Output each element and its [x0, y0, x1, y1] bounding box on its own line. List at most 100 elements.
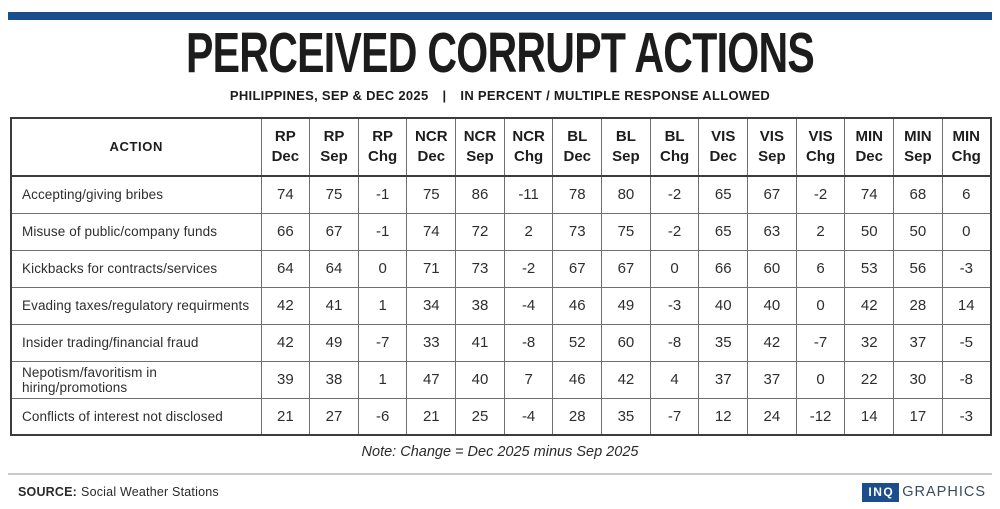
value-cell: 67 [601, 249, 651, 288]
value-cell: 21 [260, 397, 311, 436]
value-cell: 6 [941, 175, 992, 214]
value-cell: 1 [357, 360, 408, 399]
column-header-line: MIN [855, 128, 883, 145]
value-cell: 73 [552, 212, 603, 251]
column-header-line: Sep [320, 148, 348, 165]
column-header-line: Chg [805, 148, 836, 165]
column-header-line: Sep [466, 148, 494, 165]
value-cell: 86 [455, 175, 505, 214]
column-header-line: VIS [759, 128, 784, 145]
page-title: PERCEIVED CORRUPT ACTIONS [185, 21, 815, 85]
table-body: Accepting/giving bribes 74 75 -1 75 86 -11 78 80… [10, 175, 992, 436]
value-cell: -11 [503, 175, 554, 214]
value-cell: 27 [309, 397, 359, 436]
column-header-line: NCR [415, 128, 448, 145]
value-cell: 34 [406, 286, 457, 325]
column-header: RP Sep [309, 117, 359, 177]
value-cell: 40 [698, 286, 749, 325]
column-header-line: Dec [271, 148, 300, 165]
value-cell: -2 [649, 212, 700, 251]
column-header-line: Chg [368, 148, 398, 165]
value-cell: -5 [941, 323, 992, 362]
source-line: SOURCE: Social Weather Stations [18, 485, 219, 499]
table-row: Accepting/giving bribes 74 75 -1 75 86 -11 78 80… [10, 175, 992, 214]
value-cell: -2 [503, 249, 554, 288]
column-header-line: NCR [512, 128, 545, 145]
value-cell: 1 [357, 286, 408, 325]
value-cell: 38 [309, 360, 359, 399]
column-header: NCR Sep [455, 117, 505, 177]
value-cell: 60 [747, 249, 797, 288]
value-cell: 68 [893, 175, 943, 214]
column-header-line: Chg [514, 148, 544, 165]
value-cell: 67 [747, 175, 797, 214]
value-cell: 42 [844, 286, 895, 325]
value-cell: 64 [309, 249, 359, 288]
value-cell: 0 [795, 360, 846, 399]
value-cell: 41 [309, 286, 359, 325]
value-cell: -6 [357, 397, 408, 436]
value-cell: 2 [503, 212, 554, 251]
column-header: BL Chg [649, 117, 700, 177]
column-header: NCR Chg [503, 117, 554, 177]
table-header: ACTION RP Dec RP Sep RP Chg NCR Dec NCR Sep NCR Chg B… [10, 117, 992, 177]
value-cell: -8 [503, 323, 554, 362]
column-header-line: Chg [659, 148, 690, 165]
value-cell: 14 [941, 286, 992, 325]
value-cell: 2 [795, 212, 846, 251]
value-cell: 42 [747, 323, 797, 362]
value-cell: 49 [309, 323, 359, 362]
value-cell: 32 [844, 323, 895, 362]
column-header-line: MIN [904, 128, 932, 145]
value-cell: 50 [893, 212, 943, 251]
value-cell: -1 [357, 212, 408, 251]
subtitle-left: PHILIPPINES, SEP & DEC 2025 [229, 88, 429, 103]
value-cell: 46 [552, 286, 603, 325]
column-header-line: BL [615, 128, 636, 145]
value-cell: -3 [941, 397, 992, 436]
value-cell: 67 [552, 249, 603, 288]
column-header: NCR Dec [406, 117, 457, 177]
value-cell: -2 [649, 175, 700, 214]
value-cell: 0 [795, 286, 846, 325]
value-cell: -3 [649, 286, 700, 325]
column-header-line: Sep [758, 148, 786, 165]
table-row: Nepotism/favoritism in hiring/promotions… [10, 360, 992, 399]
column-header-line: NCR [463, 128, 497, 145]
value-cell: 52 [552, 323, 603, 362]
value-cell: 67 [309, 212, 359, 251]
column-header-line: Sep [904, 148, 932, 165]
table-header-row: ACTION RP Dec RP Sep RP Chg NCR Dec NCR Sep NCR Chg B… [10, 117, 992, 177]
column-header-line: Dec [417, 148, 446, 165]
value-cell: 74 [260, 175, 311, 214]
table-row: Kickbacks for contracts/services 64 64 0 71 7… [10, 249, 992, 288]
value-cell: 28 [893, 286, 943, 325]
value-cell: 30 [893, 360, 943, 399]
value-cell: 60 [601, 323, 651, 362]
action-cell: Insider trading/financial fraud [10, 323, 262, 362]
value-cell: -7 [649, 397, 700, 436]
value-cell: 42 [601, 360, 651, 399]
column-header-line: VIS [711, 128, 736, 145]
top-accent-bar [8, 12, 992, 20]
value-cell: 12 [698, 397, 749, 436]
value-cell: 80 [601, 175, 651, 214]
subtitle-divider: | [442, 88, 447, 103]
value-cell: 74 [406, 212, 457, 251]
table-row: Evading taxes/regulatory requirments 42 41… [10, 286, 992, 325]
value-cell: 47 [406, 360, 457, 399]
column-header: RP Chg [357, 117, 408, 177]
value-cell: 56 [893, 249, 943, 288]
value-cell: 73 [455, 249, 505, 288]
value-cell: 38 [455, 286, 505, 325]
footer-divider [8, 473, 992, 475]
column-header: VIS Dec [698, 117, 749, 177]
value-cell: 78 [552, 175, 603, 214]
value-cell: 6 [795, 249, 846, 288]
column-header: VIS Chg [795, 117, 846, 177]
action-cell: Nepotism/favoritism in hiring/promotions [10, 360, 262, 399]
value-cell: 63 [747, 212, 797, 251]
column-header: RP Dec [260, 117, 311, 177]
value-cell: 64 [260, 249, 311, 288]
